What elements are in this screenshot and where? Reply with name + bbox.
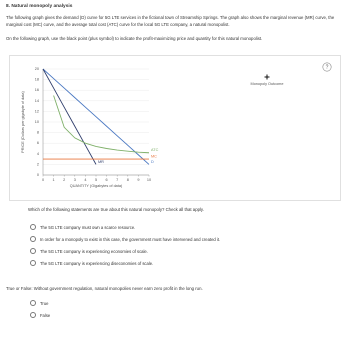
intro-text: The following graph gives the demand (D)… [6,15,335,27]
y-tick-label: 0 [37,173,39,177]
radio-button[interactable] [30,236,36,242]
y-axis-label: PRICE (Dollars per gigabyte of data) [21,90,25,152]
curve [42,68,150,165]
x-tick-label: 8 [127,178,129,182]
answer-option[interactable]: True [30,300,48,306]
x-tick-label: 7 [116,178,118,182]
question-prompt: Which of the following statements are tr… [28,207,204,212]
x-tick-label: 3 [74,178,76,182]
curve [42,68,97,165]
help-button[interactable] [322,62,332,72]
x-axis-label: QUANTITY (Gigabytes of data) [70,184,123,188]
y-tick-label: 10 [35,120,39,124]
y-tick-label: 18 [35,78,39,82]
y-tick-label: 12 [35,109,39,113]
y-tick-label: 4 [37,152,39,156]
x-tick-label: 0 [42,178,44,182]
x-tick-label: 5 [95,178,97,182]
curve-label: MC [151,155,157,159]
help-icon[interactable]: ? [326,65,329,71]
x-tick-label: 6 [106,178,108,182]
curve-label: D [151,160,154,164]
instruction-text: On the following graph, use the black po… [6,36,263,41]
question-prompt: True or False: Without government regula… [6,286,203,291]
y-tick-label: 8 [37,131,39,135]
x-tick-label: 1 [53,178,55,182]
legend-label: Monopoly Outcome [251,82,284,86]
y-tick-label: 6 [37,141,39,145]
radio-button[interactable] [30,224,36,230]
answer-option[interactable]: The 5G LTE company is experiencing disec… [30,260,153,266]
option-text[interactable]: The 5G LTE company is experiencing econo… [40,248,148,254]
y-tick-label: 2 [37,162,39,166]
x-tick-label: 2 [63,178,65,182]
x-tick-label: 4 [84,178,86,182]
option-text[interactable]: The 5G LTE company is experiencing disec… [40,260,154,266]
y-tick-label: 16 [35,88,39,92]
option-text[interactable]: In order for a monopoly to exist in this… [40,236,221,242]
y-tick-label: 20 [35,67,39,71]
panel-border [9,55,341,201]
y-tick-label: 14 [35,99,39,103]
answer-option[interactable]: The 5G LTE company must own a scarce res… [30,224,135,230]
radio-button[interactable] [30,312,36,318]
curve-label: MR [98,160,104,164]
answer-option[interactable]: The 5G LTE company is experiencing econo… [30,248,148,254]
radio-button[interactable] [30,248,36,254]
option-text[interactable]: The 5G LTE company must own a scarce res… [40,224,136,230]
answer-option[interactable]: False [30,312,50,318]
section-title: 8. Natural monopoly analysis [6,4,73,9]
radio-button[interactable] [30,300,36,306]
x-tick-label: 10 [147,178,151,182]
legend-plus-symbol [264,74,270,80]
x-tick-label: 9 [137,178,139,182]
radio-button[interactable] [30,260,36,266]
curve [53,95,150,154]
option-text[interactable]: True [40,300,49,306]
answer-option[interactable]: In order for a monopoly to exist in this… [30,236,220,242]
option-text[interactable]: False [40,312,51,318]
curve-label: ATC [151,148,159,152]
